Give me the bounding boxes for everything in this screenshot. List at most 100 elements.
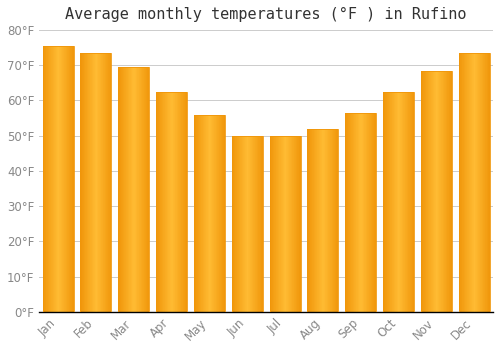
Bar xyxy=(422,71,424,312)
Bar xyxy=(478,53,479,312)
Bar xyxy=(464,53,465,312)
Bar xyxy=(396,92,398,312)
Bar xyxy=(346,113,347,312)
Bar xyxy=(421,71,452,312)
Bar xyxy=(105,53,106,312)
Bar xyxy=(124,67,125,312)
Bar xyxy=(410,92,411,312)
Bar xyxy=(251,136,252,312)
Bar xyxy=(288,136,289,312)
Bar xyxy=(428,71,429,312)
Bar xyxy=(82,53,83,312)
Bar xyxy=(270,136,271,312)
Bar xyxy=(308,129,338,312)
Bar xyxy=(215,114,216,312)
Bar xyxy=(276,136,277,312)
Bar xyxy=(278,136,279,312)
Bar xyxy=(430,71,432,312)
Bar xyxy=(207,114,208,312)
Bar xyxy=(477,53,478,312)
Bar xyxy=(390,92,391,312)
Bar xyxy=(73,46,74,312)
Bar xyxy=(72,46,73,312)
Bar xyxy=(356,113,357,312)
Bar xyxy=(383,92,384,312)
Bar xyxy=(440,71,442,312)
Bar xyxy=(359,113,360,312)
Bar xyxy=(120,67,122,312)
Bar xyxy=(473,53,474,312)
Bar xyxy=(385,92,386,312)
Bar xyxy=(451,71,452,312)
Bar xyxy=(111,53,112,312)
Bar xyxy=(460,53,461,312)
Bar xyxy=(160,92,161,312)
Bar xyxy=(158,92,159,312)
Bar xyxy=(400,92,401,312)
Bar xyxy=(70,46,71,312)
Bar xyxy=(216,114,217,312)
Bar xyxy=(173,92,174,312)
Bar xyxy=(319,129,320,312)
Bar xyxy=(186,92,187,312)
Bar xyxy=(345,113,346,312)
Bar xyxy=(178,92,179,312)
Bar xyxy=(438,71,439,312)
Bar xyxy=(447,71,448,312)
Bar xyxy=(128,67,129,312)
Bar xyxy=(374,113,375,312)
Bar xyxy=(42,46,43,312)
Bar xyxy=(234,136,235,312)
Bar xyxy=(462,53,463,312)
Bar xyxy=(220,114,221,312)
Bar xyxy=(437,71,438,312)
Bar xyxy=(326,129,327,312)
Bar xyxy=(146,67,147,312)
Bar xyxy=(126,67,127,312)
Bar xyxy=(395,92,396,312)
Bar xyxy=(436,71,437,312)
Bar xyxy=(253,136,254,312)
Bar xyxy=(46,46,47,312)
Bar xyxy=(48,46,49,312)
Bar xyxy=(324,129,326,312)
Bar xyxy=(392,92,393,312)
Bar xyxy=(458,53,460,312)
Bar xyxy=(386,92,388,312)
Bar xyxy=(280,136,281,312)
Bar xyxy=(250,136,251,312)
Bar xyxy=(476,53,477,312)
Bar xyxy=(316,129,318,312)
Bar xyxy=(65,46,66,312)
Bar xyxy=(330,129,331,312)
Bar xyxy=(196,114,197,312)
Bar xyxy=(412,92,413,312)
Bar xyxy=(284,136,285,312)
Bar xyxy=(290,136,291,312)
Bar xyxy=(328,129,329,312)
Bar xyxy=(235,136,236,312)
Bar xyxy=(214,114,215,312)
Bar xyxy=(174,92,176,312)
Bar xyxy=(426,71,427,312)
Bar xyxy=(469,53,470,312)
Bar xyxy=(249,136,250,312)
Bar xyxy=(433,71,434,312)
Bar xyxy=(388,92,389,312)
Bar xyxy=(45,46,46,312)
Bar xyxy=(106,53,107,312)
Bar xyxy=(351,113,352,312)
Bar xyxy=(134,67,135,312)
Bar xyxy=(332,129,333,312)
Bar xyxy=(279,136,280,312)
Bar xyxy=(277,136,278,312)
Bar xyxy=(176,92,177,312)
Bar xyxy=(109,53,110,312)
Bar xyxy=(311,129,312,312)
Bar xyxy=(257,136,258,312)
Bar xyxy=(358,113,359,312)
Bar xyxy=(310,129,311,312)
Bar xyxy=(256,136,257,312)
Bar xyxy=(366,113,367,312)
Bar xyxy=(448,71,450,312)
